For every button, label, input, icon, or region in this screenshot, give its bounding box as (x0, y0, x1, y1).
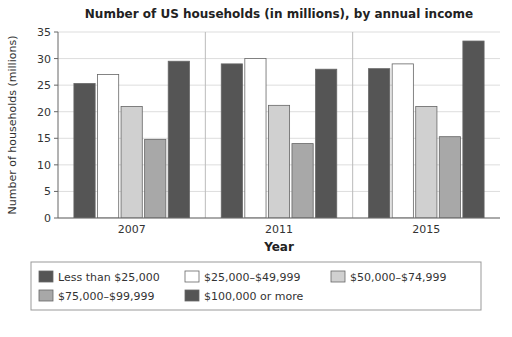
legend: Less than $25,000 $25,000–$49,999 $50,000–… (31, 262, 481, 310)
bar (74, 84, 95, 218)
legend-swatch (185, 290, 199, 301)
y-tick-label: 25 (37, 79, 51, 92)
y-axis-label: Number of households (millions) (6, 36, 19, 215)
bar (392, 64, 413, 218)
bars (74, 41, 484, 218)
y-tick-label: 5 (44, 185, 51, 198)
y-tick-label: 0 (44, 212, 51, 225)
bar (463, 41, 484, 218)
group-separator (352, 32, 353, 218)
bar (97, 75, 118, 218)
legend-swatch (39, 271, 53, 282)
grid-line (58, 32, 500, 33)
bar (292, 144, 313, 218)
bar (316, 69, 337, 218)
y-tick (54, 111, 58, 112)
y-tick-label: 15 (37, 132, 51, 145)
y-tick-label: 30 (37, 53, 51, 66)
legend-frame (31, 262, 481, 310)
group-separator (205, 32, 206, 218)
legend-label: Less than $25,000 (58, 271, 160, 284)
legend-label: $100,000 or more (204, 290, 303, 303)
y-tick (54, 138, 58, 139)
bar (221, 64, 242, 218)
y-tick-label: 35 (37, 26, 51, 39)
x-tick-label: 2011 (265, 223, 293, 236)
legend-label: $75,000–$99,999 (58, 290, 154, 303)
chart: Number of US households (in millions), b… (0, 0, 512, 337)
y-tick (54, 85, 58, 86)
y-tick (54, 58, 58, 59)
grid-line (58, 58, 500, 59)
x-axis-label: Year (263, 240, 294, 254)
bar (416, 106, 437, 218)
legend-label: $25,000–$49,999 (204, 271, 300, 284)
bar (369, 69, 390, 218)
x-tick-label: 2015 (412, 223, 440, 236)
legend-label: $50,000–$74,999 (350, 271, 446, 284)
bar (145, 139, 166, 218)
x-tick-label: 2007 (118, 223, 146, 236)
legend-swatch (185, 271, 199, 282)
legend-swatch (39, 290, 53, 301)
legend-swatch (331, 271, 345, 282)
y-tick (54, 218, 58, 219)
y-tick (54, 32, 58, 33)
y-tick-label: 20 (37, 106, 51, 119)
bar (268, 105, 289, 218)
y-axis (58, 32, 59, 218)
y-tick (54, 164, 58, 165)
bar (168, 61, 189, 218)
title: Number of US households (in millions), b… (85, 7, 473, 21)
bar (245, 59, 266, 218)
grid-line (58, 218, 500, 219)
bar (439, 137, 460, 218)
grid-line (58, 85, 500, 86)
x-axis (58, 218, 500, 219)
y-tick (54, 191, 58, 192)
y-tick-label: 10 (37, 159, 51, 172)
bar (121, 106, 142, 218)
